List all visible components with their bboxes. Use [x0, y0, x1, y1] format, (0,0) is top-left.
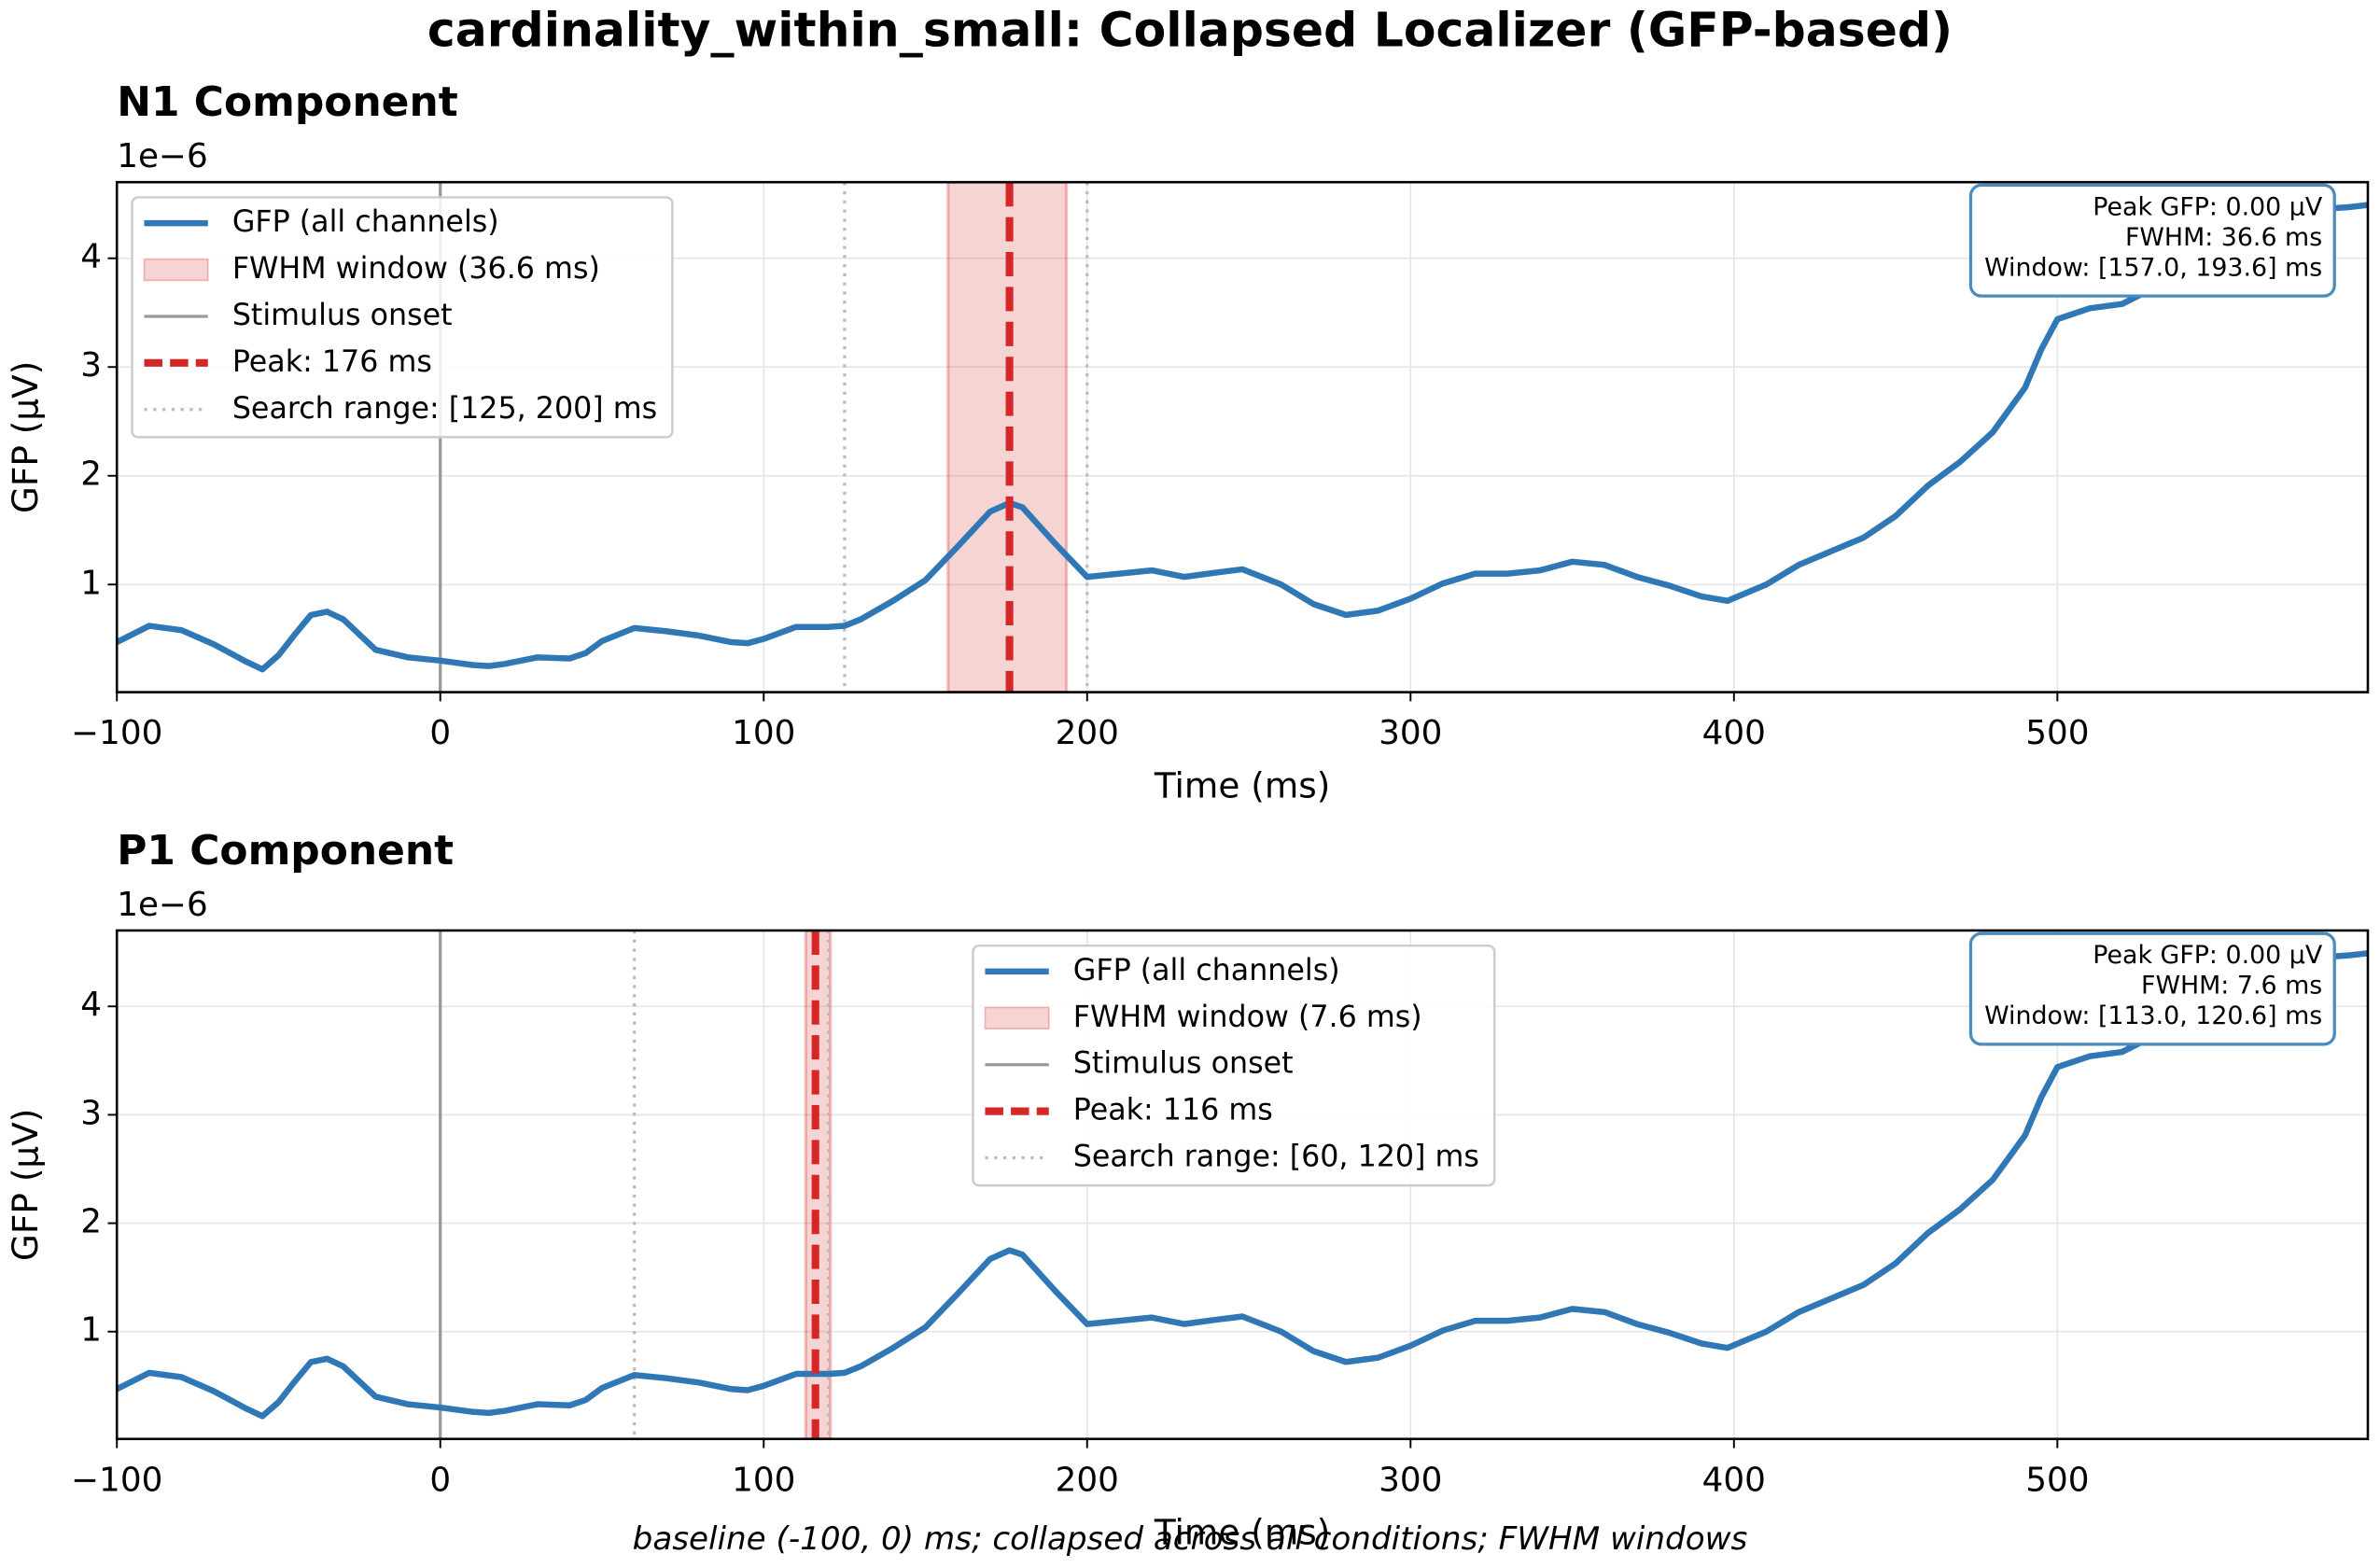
y-tick-label: 1 — [80, 1311, 102, 1350]
y-tick-label: 2 — [80, 1203, 102, 1241]
y-tick-label: 4 — [80, 238, 102, 276]
x-tick-label: 100 — [732, 714, 795, 752]
gfp-line — [117, 950, 2368, 1420]
y-tick-label: 2 — [80, 455, 102, 494]
y-tick-label: 4 — [80, 986, 102, 1024]
legend-label: FWHM window (36.6 ms) — [232, 252, 600, 286]
offset-label: 1e−6 — [117, 886, 207, 924]
legend-box — [131, 196, 674, 439]
figure-title: cardinality_within_small: Collapsed Loca… — [427, 2, 1953, 57]
legend-label: Peak: 116 ms — [1073, 1094, 1273, 1127]
plot-area — [117, 182, 2368, 693]
annotation-text: FWHM: 36.6 ms — [2125, 223, 2322, 252]
legend-label: GFP (all channels) — [1073, 954, 1340, 987]
legend-label: Stimulus onset — [1073, 1047, 1294, 1081]
x-tick-label: 400 — [1702, 1461, 1766, 1499]
x-tick-label: 0 — [429, 714, 451, 752]
subplot: P1 Component 1e−6 Time (ms) GFP (µV) −100 0 10… — [5, 827, 2370, 1553]
x-tick-label: 500 — [2025, 714, 2089, 752]
legend-label: Search range: [60, 120] ms — [1073, 1141, 1479, 1174]
y-tick-label: 3 — [80, 1094, 102, 1132]
legend-label: Stimulus onset — [232, 299, 453, 332]
footnote: baseline (-100, 0) ms; collapsed across … — [633, 1520, 1748, 1558]
annotation-box — [1968, 931, 2336, 1046]
annotation-text: FWHM: 7.6 ms — [2141, 972, 2322, 1001]
x-tick-label: 100 — [732, 1461, 795, 1499]
gfp-line — [117, 202, 2368, 673]
axes-frame — [115, 929, 2370, 1441]
annotation-text: Window: [113.0, 120.6] ms — [1984, 1001, 2322, 1030]
annotation-text: Window: [157.0, 193.6] ms — [1984, 253, 2322, 282]
y-axis-label: GFP (µV) — [5, 1109, 46, 1261]
plot-area — [117, 930, 2368, 1439]
offset-label: 1e−6 — [117, 137, 207, 175]
annotation-text: Peak GFP: 0.00 µV — [2093, 192, 2323, 221]
legend-swatch — [143, 258, 209, 282]
legend: GFP (all channels) FWHM window (36.6 ms) S… — [131, 196, 674, 439]
x-tick-label: 300 — [1379, 1461, 1442, 1499]
legend-label: GFP (all channels) — [232, 205, 499, 239]
legend-swatch — [984, 1006, 1050, 1029]
subplot: N1 Component 1e−6 Time (ms) GFP (µV) −100 0 10… — [5, 78, 2370, 806]
y-axis-label: GFP (µV) — [5, 361, 46, 513]
x-tick-label: 500 — [2025, 1461, 2089, 1499]
y-tick-label: 1 — [80, 564, 102, 602]
x-tick-label: −100 — [71, 714, 162, 752]
subplot-title: P1 Component — [117, 827, 454, 875]
y-tick-label: 3 — [80, 346, 102, 385]
legend: GFP (all channels) FWHM window (7.6 ms) St… — [972, 944, 1496, 1187]
legend-label: Search range: [125, 200] ms — [232, 392, 657, 426]
legend-label: FWHM window (7.6 ms) — [1073, 1001, 1422, 1034]
x-tick-label: 400 — [1702, 714, 1766, 752]
x-axis-label: Time (ms) — [1154, 1512, 1330, 1553]
legend-label: Peak: 176 ms — [232, 345, 432, 379]
axes-frame — [115, 180, 2370, 693]
subplot-title: N1 Component — [117, 78, 457, 126]
x-tick-label: 300 — [1379, 714, 1442, 752]
x-tick-label: 200 — [1056, 714, 1119, 752]
annotation-text: Peak GFP: 0.00 µV — [2093, 941, 2323, 970]
legend-box — [972, 944, 1496, 1187]
x-tick-label: 0 — [429, 1461, 451, 1499]
x-tick-label: −100 — [71, 1461, 162, 1499]
x-axis-label: Time (ms) — [1154, 765, 1330, 806]
annotation-box — [1968, 183, 2336, 298]
x-tick-label: 200 — [1056, 1461, 1119, 1499]
